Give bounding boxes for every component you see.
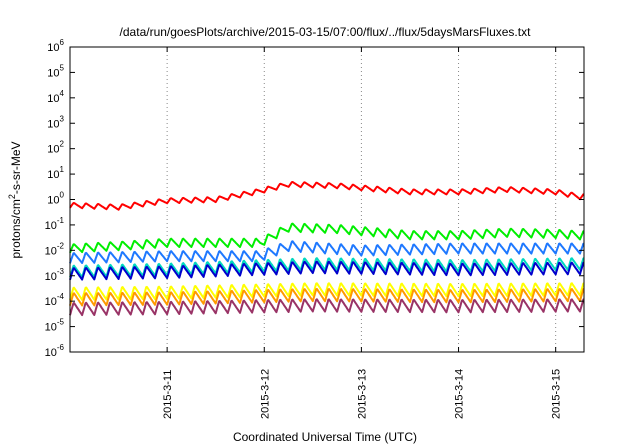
y-tick-label: 101: [47, 165, 64, 181]
series-line-5: [69, 260, 585, 281]
y-tick-label-exponent: -6: [57, 343, 65, 352]
y-axis-label-rest: -s-sr-MeV: [9, 141, 23, 194]
y-axis-label-superscript: 2: [7, 194, 17, 199]
y-tick-label-exponent: 4: [60, 89, 65, 98]
y-tick-label-exponent: -3: [57, 267, 65, 276]
y-tick-label: 105: [47, 63, 64, 79]
y-axis-label: protons/cm2-s-sr-MeV: [7, 141, 23, 258]
y-tick-label-base: 10: [45, 220, 57, 232]
y-tick-label-base: 10: [45, 245, 57, 257]
x-tick-label: 2015-3-12: [259, 369, 271, 419]
y-tick-label-exponent: -5: [57, 318, 65, 327]
y-tick-label-exponent: -2: [57, 241, 65, 250]
x-axis: 2015-3-11 2015-3-12 2015-3-13 2015-3-14 2015…: [162, 47, 563, 419]
y-tick-label-base: 10: [45, 347, 57, 359]
y-tick-label-exponent: -1: [57, 216, 65, 225]
series-line-3: [69, 240, 585, 264]
y-tick-label-base: 10: [47, 118, 59, 130]
x-tick-label: 2015-3-15: [551, 369, 563, 419]
x-tick-label: 2015-3-14: [454, 369, 466, 419]
grid-lines: [166, 47, 557, 352]
series-line-6: [69, 282, 585, 301]
y-tick-label-exponent: 5: [60, 63, 65, 72]
y-tick-label-exponent: 1: [60, 165, 65, 174]
y-tick-label: 100: [47, 191, 64, 207]
y-tick-label: 10-1: [45, 216, 65, 232]
y-tick-label-base: 10: [47, 67, 59, 79]
series-line-7: [69, 287, 585, 307]
y-tick-label-exponent: 3: [60, 114, 65, 123]
x-tick-label: 2015-3-13: [356, 369, 368, 419]
y-axis: 10-610-510-410-310-210-11001011021031041…: [45, 38, 584, 359]
y-tick-label-exponent: 2: [60, 140, 65, 149]
y-tick-label-base: 10: [47, 169, 59, 181]
y-tick-label-base: 10: [47, 195, 59, 207]
y-tick-label-base: 10: [47, 42, 59, 54]
y-tick-label: 106: [47, 38, 64, 54]
y-tick-label-base: 10: [45, 322, 57, 334]
y-tick-label-exponent: 6: [60, 38, 65, 47]
y-tick-label-base: 10: [45, 296, 57, 308]
y-tick-label: 103: [47, 114, 64, 130]
y-tick-label: 102: [47, 140, 64, 156]
y-tick-label: 10-3: [45, 267, 65, 283]
y-tick-label: 10-6: [45, 343, 65, 359]
y-axis-label-base: protons/cm: [9, 199, 23, 258]
y-tick-label: 10-5: [45, 318, 65, 334]
series-line-8: [69, 298, 585, 317]
y-tick-label: 10-4: [45, 292, 65, 308]
series-lines: [69, 181, 585, 317]
x-tick-label: 2015-3-11: [162, 370, 174, 419]
y-tick-label-base: 10: [45, 271, 57, 283]
series-line-1: [69, 181, 585, 211]
y-tick-label-base: 10: [47, 93, 59, 105]
x-axis-label: Coordinated Universal Time (UTC): [233, 430, 417, 444]
y-tick-label-exponent: 0: [60, 191, 65, 200]
series-line-2: [69, 222, 585, 254]
y-tick-label: 10-2: [45, 241, 65, 257]
y-tick-label: 104: [47, 89, 64, 105]
chart-title: /data/run/goesPlots/archive/2015-03-15/0…: [120, 25, 532, 39]
y-tick-label-base: 10: [47, 144, 59, 156]
y-tick-label-exponent: -4: [57, 292, 65, 301]
